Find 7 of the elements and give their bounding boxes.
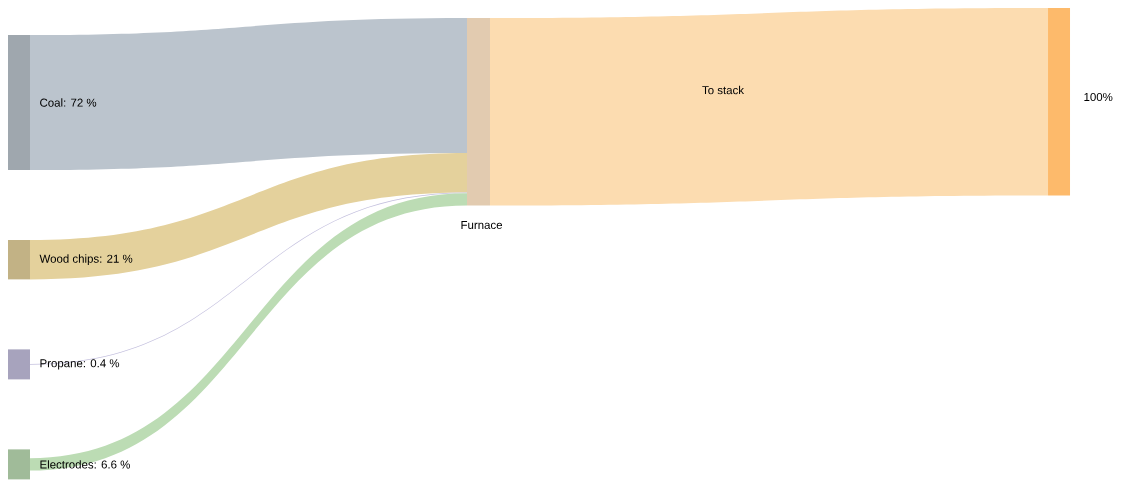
data-label: Electrodes: 6.6 % [40, 460, 130, 469]
data-label: Propane: 0.4 % [40, 359, 120, 370]
text: To stack [702, 85, 745, 95]
data-label: Coal: 72 % [40, 98, 97, 107]
text: Furnace [461, 221, 503, 230]
text: 100% [1084, 92, 1113, 102]
data-label: Wood chips: 21 % [39, 254, 133, 266]
